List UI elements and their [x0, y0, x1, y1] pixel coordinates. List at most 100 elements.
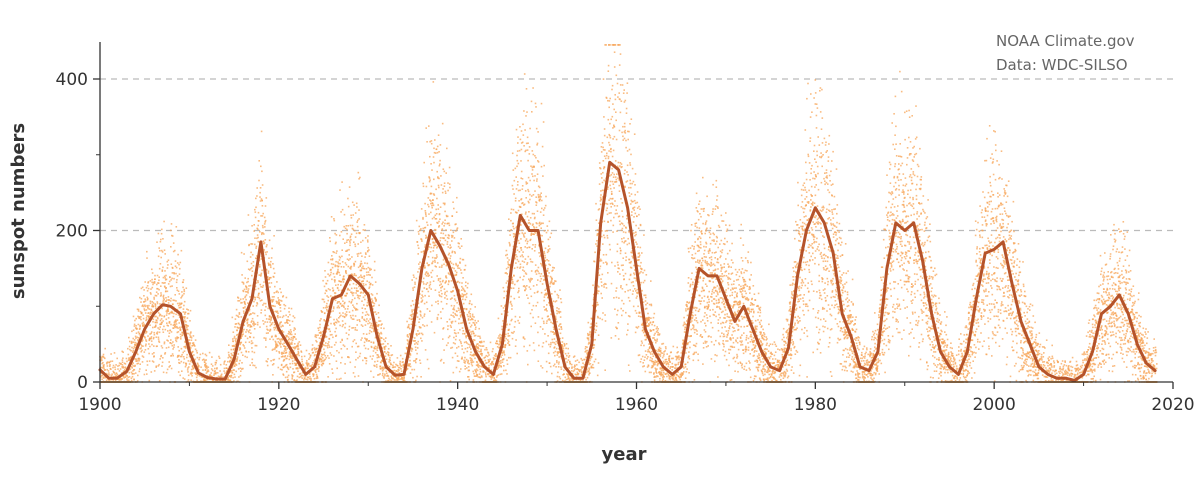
- daily-dot: [312, 375, 315, 377]
- daily-dot: [161, 228, 163, 231]
- daily-dot: [500, 360, 502, 362]
- daily-dot: [135, 358, 137, 360]
- daily-dot: [422, 281, 425, 283]
- daily-dot: [433, 194, 436, 196]
- daily-dot: [204, 361, 206, 364]
- daily-dot: [495, 342, 497, 345]
- daily-dot: [437, 134, 440, 136]
- daily-dot: [435, 266, 437, 268]
- daily-dot: [447, 283, 450, 286]
- daily-dot: [418, 326, 421, 328]
- daily-dot: [497, 317, 500, 320]
- daily-dot: [291, 378, 293, 380]
- daily-dot: [482, 345, 485, 347]
- daily-dot: [296, 353, 298, 356]
- daily-dot: [414, 343, 416, 345]
- daily-dot: [450, 326, 452, 328]
- daily-dot: [272, 359, 274, 361]
- daily-dot: [492, 357, 495, 359]
- daily-dot: [363, 267, 366, 270]
- daily-dot: [446, 241, 449, 243]
- daily-dot: [369, 322, 371, 324]
- daily-dot: [214, 372, 217, 375]
- daily-dot: [470, 335, 473, 338]
- daily-dot: [367, 241, 369, 243]
- daily-dot: [173, 312, 175, 315]
- daily-dot: [205, 372, 208, 374]
- daily-dot: [175, 300, 177, 302]
- daily-dot: [146, 304, 148, 307]
- daily-dot: [174, 326, 176, 329]
- daily-dot: [152, 326, 154, 329]
- daily-dot: [233, 337, 236, 339]
- daily-dot: [373, 311, 375, 314]
- daily-dot: [500, 340, 502, 342]
- daily-dot: [350, 214, 352, 217]
- daily-dot: [189, 332, 192, 334]
- daily-dot: [249, 336, 252, 339]
- daily-dot: [264, 302, 267, 305]
- daily-dot: [475, 370, 477, 372]
- daily-dot: [434, 232, 437, 235]
- daily-dot: [458, 360, 460, 362]
- daily-dot: [149, 280, 152, 282]
- daily-dot: [345, 272, 348, 275]
- daily-dot: [423, 283, 425, 285]
- daily-dot: [146, 360, 148, 363]
- daily-dot: [231, 370, 233, 372]
- daily-dot: [360, 262, 363, 265]
- daily-dot: [457, 307, 460, 309]
- daily-dot: [342, 276, 345, 278]
- daily-dot: [313, 377, 316, 380]
- daily-dot: [249, 284, 252, 287]
- daily-dot: [491, 376, 493, 379]
- daily-dot: [479, 361, 481, 364]
- daily-dot: [127, 353, 130, 356]
- daily-dot: [106, 362, 108, 365]
- daily-dot: [357, 266, 360, 269]
- daily-dot: [325, 356, 328, 359]
- daily-dot: [484, 348, 486, 351]
- daily-dot: [481, 341, 483, 344]
- daily-dot: [343, 213, 346, 216]
- daily-dot: [470, 359, 472, 362]
- daily-dot: [446, 243, 449, 245]
- daily-dot: [315, 339, 317, 342]
- daily-dot: [146, 364, 149, 366]
- daily-dot: [426, 358, 429, 361]
- daily-dot: [388, 366, 391, 368]
- daily-dot: [331, 259, 334, 261]
- daily-dot: [390, 354, 392, 357]
- daily-dot: [306, 378, 309, 381]
- daily-dot: [373, 364, 375, 367]
- daily-dot: [211, 365, 214, 367]
- daily-dot: [422, 295, 424, 298]
- daily-dot: [440, 184, 443, 186]
- daily-dot: [286, 319, 288, 321]
- daily-dot: [361, 255, 363, 257]
- daily-dot: [422, 324, 424, 326]
- daily-dot: [441, 228, 444, 230]
- daily-dot: [418, 332, 421, 335]
- daily-dot: [487, 373, 489, 376]
- daily-dot: [323, 359, 325, 361]
- daily-dot: [239, 359, 241, 362]
- daily-dot: [354, 245, 357, 248]
- daily-dot: [474, 375, 477, 377]
- daily-dot: [192, 366, 194, 368]
- daily-dot: [367, 266, 370, 269]
- daily-dot: [167, 346, 170, 349]
- daily-dot: [388, 371, 391, 373]
- daily-dot: [321, 298, 324, 301]
- daily-dot: [425, 271, 428, 273]
- daily-dot: [350, 238, 352, 241]
- daily-dot: [436, 197, 438, 200]
- daily-dot: [398, 376, 400, 378]
- daily-dot: [244, 277, 246, 279]
- daily-dot: [292, 349, 295, 352]
- daily-dot: [170, 279, 172, 281]
- daily-dot: [144, 281, 146, 283]
- daily-dot: [101, 359, 103, 362]
- daily-dot: [351, 309, 354, 312]
- daily-dot: [392, 370, 394, 372]
